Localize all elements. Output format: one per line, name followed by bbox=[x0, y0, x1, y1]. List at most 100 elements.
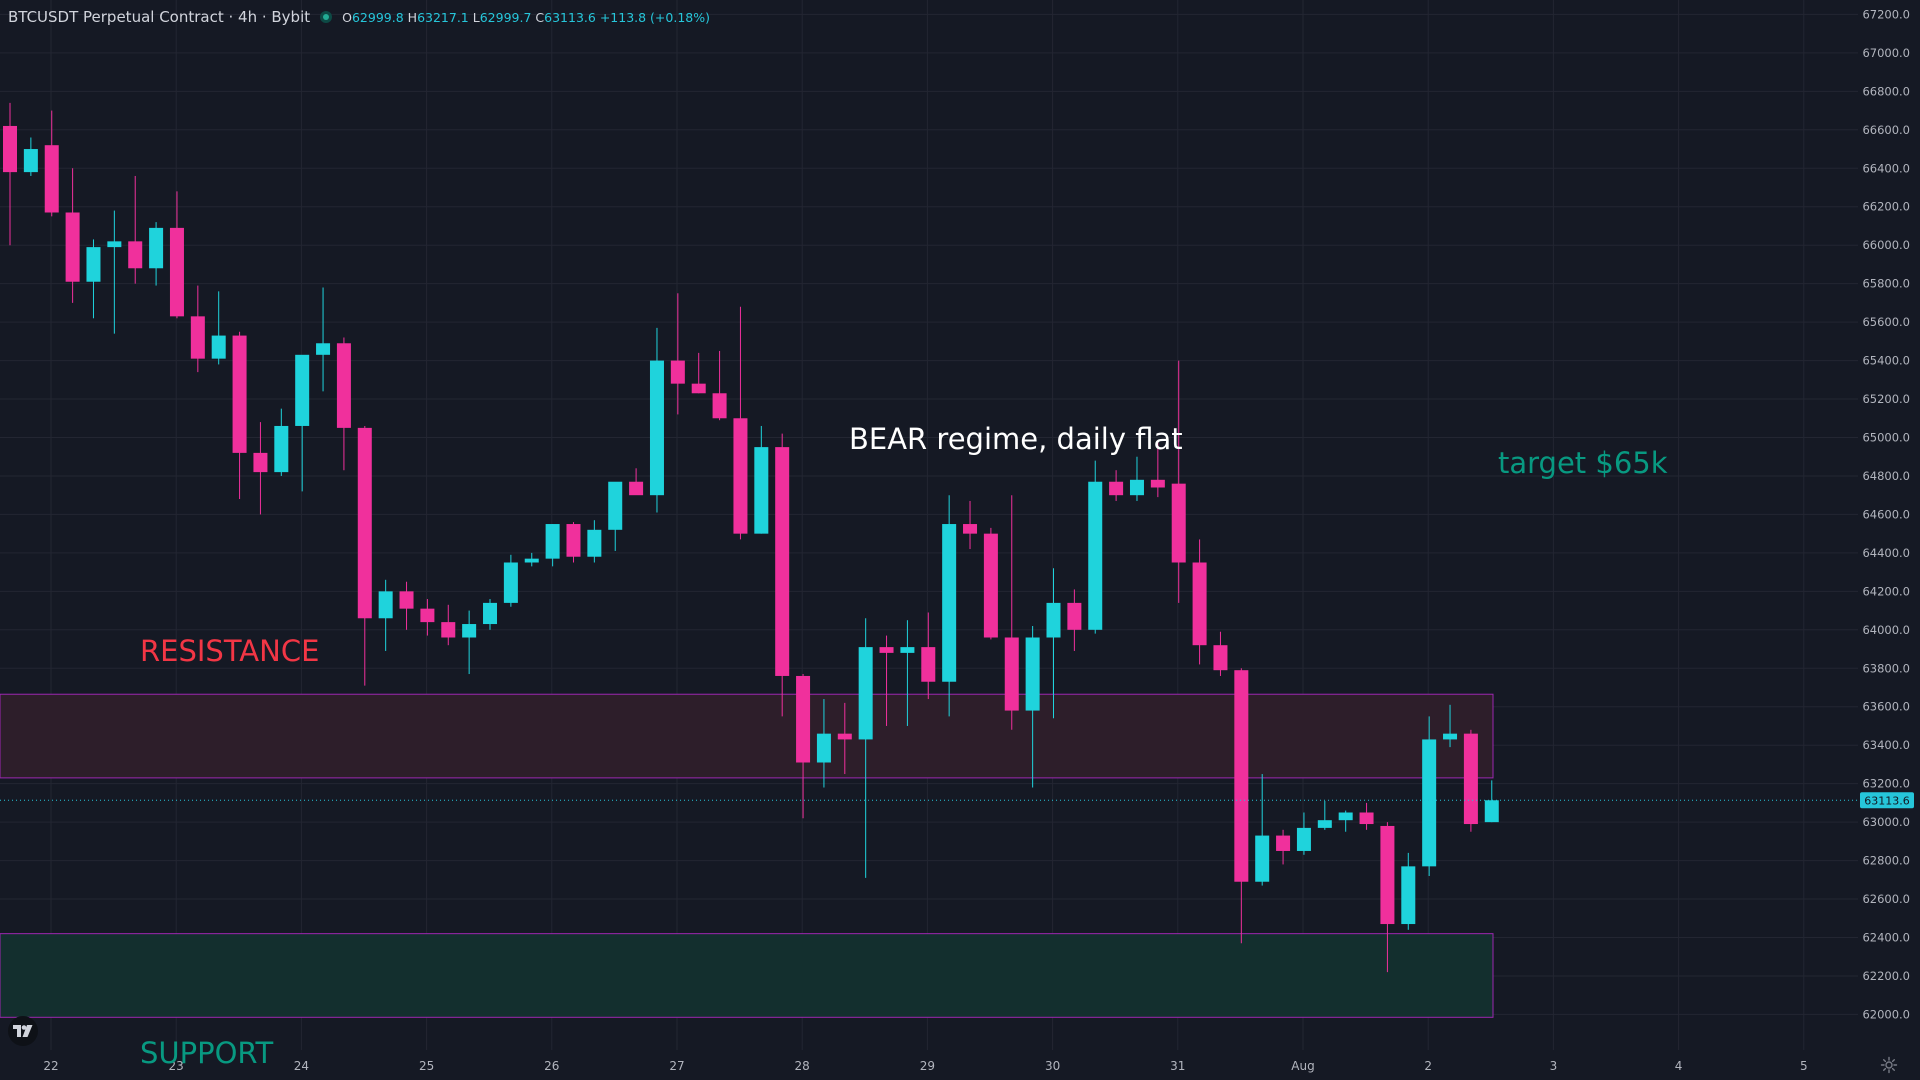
candle[interactable] bbox=[232, 331, 247, 500]
price-tick-label: 66600.0 bbox=[1862, 123, 1910, 137]
candle-body bbox=[86, 247, 101, 282]
candle[interactable] bbox=[879, 635, 894, 726]
price-tick-label: 63600.0 bbox=[1862, 700, 1910, 714]
candle[interactable] bbox=[274, 408, 289, 476]
candle[interactable] bbox=[733, 306, 748, 540]
candle[interactable] bbox=[921, 612, 936, 700]
candle[interactable] bbox=[1109, 470, 1124, 501]
high-value: 63217.1 bbox=[417, 9, 469, 25]
candle[interactable] bbox=[1463, 729, 1478, 832]
candle[interactable] bbox=[1213, 631, 1228, 676]
candle[interactable] bbox=[942, 495, 957, 717]
candle[interactable] bbox=[420, 599, 435, 636]
candle[interactable] bbox=[336, 337, 351, 471]
price-tick-label: 64200.0 bbox=[1862, 584, 1910, 598]
candle[interactable] bbox=[691, 352, 706, 394]
candle-body bbox=[1338, 812, 1353, 821]
candle[interactable] bbox=[1046, 568, 1061, 719]
candle-body bbox=[149, 227, 164, 269]
candle[interactable] bbox=[1359, 802, 1374, 830]
candle[interactable] bbox=[712, 350, 727, 421]
candle[interactable] bbox=[1025, 625, 1040, 788]
candle[interactable] bbox=[754, 425, 769, 534]
candle[interactable] bbox=[1067, 589, 1082, 651]
candle[interactable] bbox=[796, 674, 811, 819]
candle[interactable] bbox=[1192, 539, 1207, 665]
candle[interactable] bbox=[357, 425, 372, 686]
candle-body bbox=[1171, 483, 1186, 563]
candle-body bbox=[858, 647, 873, 740]
time-axis[interactable]: 22 23 24 25 26 27 28 29 30 31 Aug 2 3 4 5 bbox=[0, 1050, 1920, 1080]
candle[interactable] bbox=[190, 285, 205, 373]
candle-body bbox=[1088, 481, 1103, 630]
candle[interactable] bbox=[587, 520, 602, 563]
candle[interactable] bbox=[1296, 812, 1311, 855]
candle[interactable] bbox=[566, 522, 581, 563]
candle[interactable] bbox=[1484, 780, 1499, 823]
candle[interactable] bbox=[1317, 800, 1332, 830]
candle[interactable] bbox=[211, 291, 226, 365]
candle[interactable] bbox=[1150, 441, 1165, 498]
candle-body bbox=[1443, 733, 1458, 740]
candle[interactable] bbox=[837, 702, 852, 775]
candle[interactable] bbox=[1380, 822, 1395, 973]
candle-body bbox=[983, 533, 998, 638]
candle[interactable] bbox=[900, 620, 915, 726]
candle[interactable] bbox=[983, 527, 998, 640]
candle[interactable] bbox=[524, 552, 539, 567]
tradingview-logo-icon[interactable] bbox=[8, 1016, 38, 1046]
low-value: 62999.7 bbox=[479, 9, 532, 25]
candle[interactable] bbox=[1443, 704, 1458, 748]
candle[interactable] bbox=[1338, 810, 1353, 832]
candle[interactable] bbox=[1129, 456, 1144, 501]
candle[interactable] bbox=[316, 287, 331, 392]
candle[interactable] bbox=[649, 327, 664, 513]
candle[interactable] bbox=[545, 524, 560, 567]
candle[interactable] bbox=[670, 293, 685, 415]
candle[interactable] bbox=[775, 433, 790, 717]
candle[interactable] bbox=[128, 175, 143, 284]
candle[interactable] bbox=[107, 210, 122, 334]
candle[interactable] bbox=[3, 102, 17, 246]
candle[interactable] bbox=[483, 599, 498, 630]
candle[interactable] bbox=[86, 239, 101, 319]
candle[interactable] bbox=[462, 610, 477, 675]
candle-body bbox=[336, 343, 351, 428]
candle[interactable] bbox=[1401, 852, 1416, 930]
candle[interactable] bbox=[503, 554, 518, 607]
candle[interactable] bbox=[858, 618, 873, 878]
price-axis[interactable]: 67200.0 67000.0 66800.0 66600.0 66400.0 66200… bbox=[1858, 0, 1920, 1050]
candle[interactable] bbox=[963, 500, 978, 550]
candle[interactable] bbox=[1234, 668, 1249, 944]
candle[interactable] bbox=[629, 468, 644, 496]
candle-body bbox=[378, 591, 393, 619]
candle[interactable] bbox=[441, 604, 456, 646]
candle[interactable] bbox=[816, 699, 831, 788]
candle[interactable] bbox=[1088, 460, 1103, 634]
candle[interactable] bbox=[44, 110, 59, 217]
candle-body bbox=[712, 393, 727, 419]
candle[interactable] bbox=[1255, 774, 1270, 886]
candle-body bbox=[1109, 481, 1124, 496]
candle[interactable] bbox=[149, 222, 164, 286]
candle[interactable] bbox=[399, 581, 414, 630]
candle-body bbox=[253, 452, 268, 473]
resistance-zone bbox=[0, 693, 1494, 779]
candle[interactable] bbox=[378, 579, 393, 651]
candle[interactable] bbox=[1276, 829, 1291, 865]
candles-layer[interactable] bbox=[3, 102, 1499, 973]
candle[interactable] bbox=[65, 168, 80, 303]
time-tick-label: 25 bbox=[419, 1059, 434, 1073]
symbol-title[interactable]: BTCUSDT Perpetual Contract · 4h · Bybit bbox=[8, 8, 311, 26]
candle[interactable] bbox=[253, 422, 268, 515]
candle[interactable] bbox=[608, 481, 623, 551]
candle[interactable] bbox=[1422, 716, 1437, 876]
candle[interactable] bbox=[1004, 495, 1019, 730]
gear-icon[interactable] bbox=[1880, 1056, 1898, 1074]
candle[interactable] bbox=[23, 137, 38, 176]
candle[interactable] bbox=[295, 354, 310, 492]
candle[interactable] bbox=[169, 191, 184, 319]
price-tick-label: 63200.0 bbox=[1862, 777, 1910, 791]
candle[interactable] bbox=[1171, 360, 1186, 603]
